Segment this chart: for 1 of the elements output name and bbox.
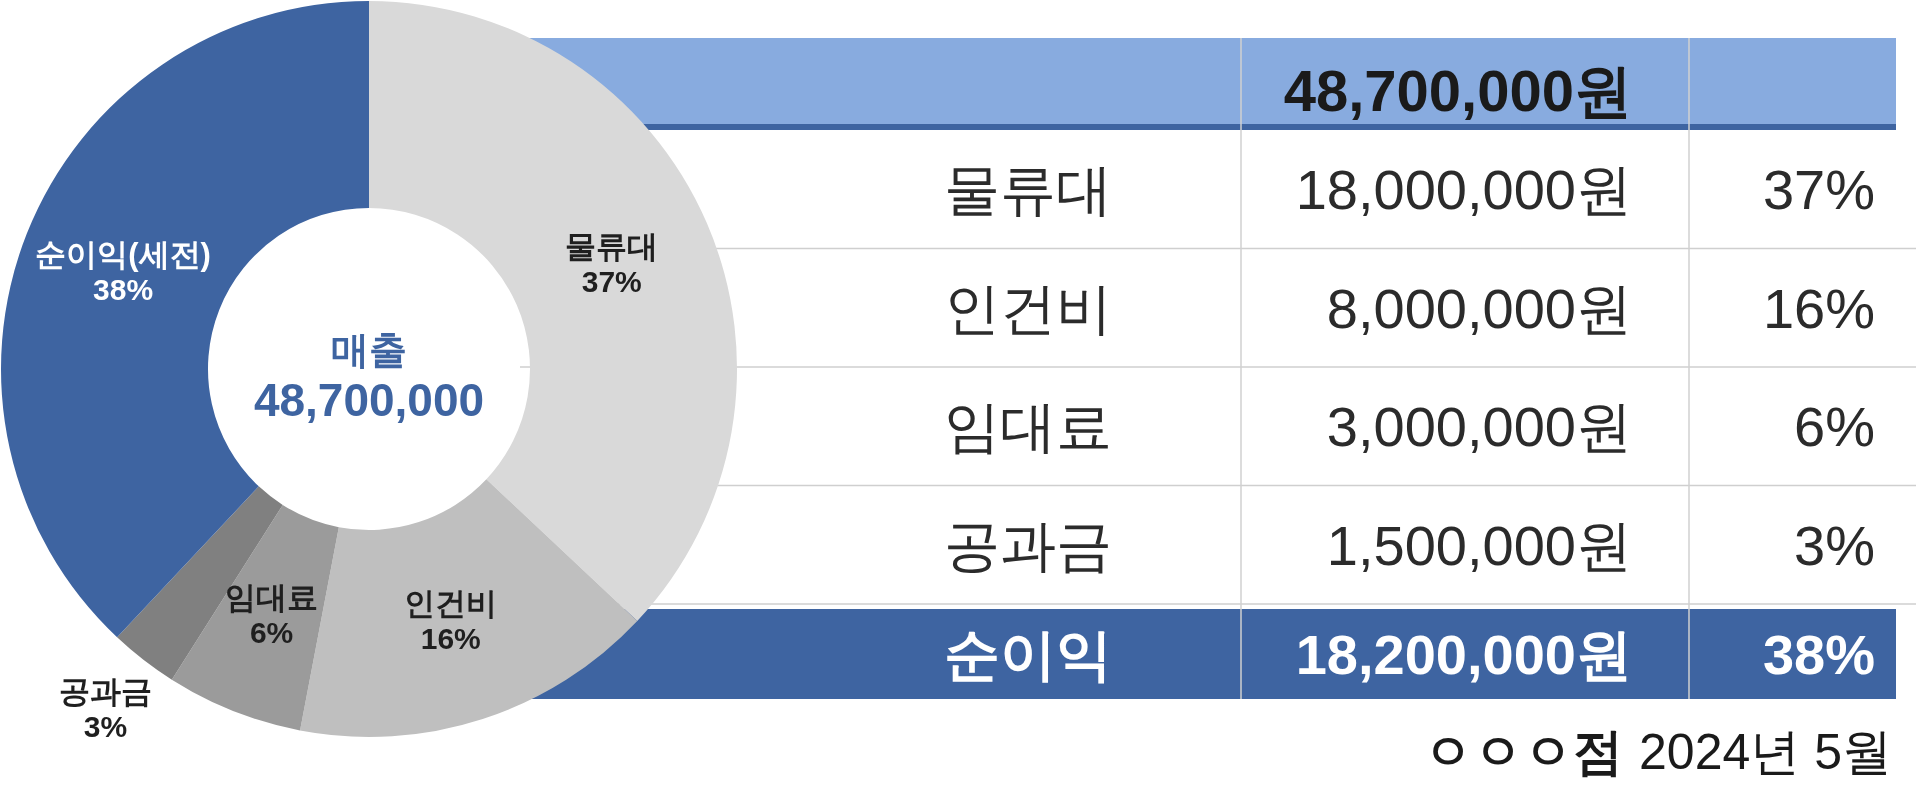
title: 48,700,000원	[1283, 58, 1632, 123]
